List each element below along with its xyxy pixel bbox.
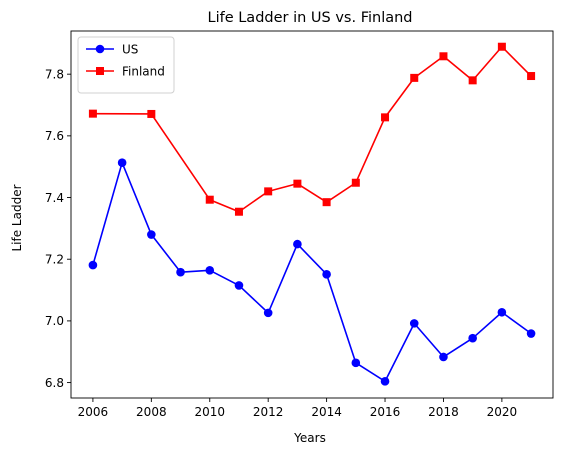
data-point-finland xyxy=(469,76,477,84)
data-point-finland xyxy=(527,72,535,80)
data-point-us xyxy=(176,268,185,277)
data-point-us xyxy=(381,377,390,386)
legend-marker-finland xyxy=(96,67,104,75)
series-line-us xyxy=(93,163,531,382)
data-point-us xyxy=(293,240,302,249)
data-point-finland xyxy=(323,198,331,206)
data-point-finland xyxy=(235,208,243,216)
x-tick-label: 2008 xyxy=(136,405,167,419)
data-point-finland xyxy=(89,110,97,118)
data-point-us xyxy=(147,230,156,239)
x-tick-label: 2012 xyxy=(253,405,284,419)
x-axis-label: Years xyxy=(293,431,326,445)
data-point-us xyxy=(89,261,98,270)
legend: US Finland xyxy=(78,37,174,93)
x-tick-label: 2006 xyxy=(78,405,109,419)
x-tick-label: 2016 xyxy=(370,405,401,419)
y-tick-label: 7.0 xyxy=(45,314,64,328)
y-tick-label: 7.6 xyxy=(45,129,64,143)
data-point-finland xyxy=(498,43,506,51)
data-point-finland xyxy=(293,180,301,188)
chart-title: Life Ladder in US vs. Finland xyxy=(207,10,412,26)
data-point-finland xyxy=(264,187,272,195)
data-point-us xyxy=(352,359,361,368)
y-axis-label: Life Ladder xyxy=(10,184,24,251)
data-point-us xyxy=(410,319,419,328)
y-tick-label: 7.2 xyxy=(45,253,64,267)
data-point-finland xyxy=(206,196,214,204)
data-point-us xyxy=(235,281,244,290)
data-point-us xyxy=(322,270,331,279)
data-point-finland xyxy=(439,52,447,60)
x-tick-label: 2018 xyxy=(428,405,459,419)
data-point-finland xyxy=(352,179,360,187)
x-tick-label: 2020 xyxy=(487,405,518,419)
y-tick-label: 6.8 xyxy=(45,376,64,390)
legend-marker-us xyxy=(96,45,105,54)
data-point-us xyxy=(205,266,214,275)
x-tick-label: 2010 xyxy=(194,405,225,419)
x-tick-label: 2014 xyxy=(311,405,342,419)
plot-area xyxy=(89,43,536,386)
data-point-us xyxy=(498,308,507,317)
data-point-us xyxy=(527,329,536,338)
y-tick-label: 7.4 xyxy=(45,191,64,205)
data-point-finland xyxy=(381,113,389,121)
legend-label-finland: Finland xyxy=(122,64,165,78)
data-point-finland xyxy=(410,74,418,82)
data-point-us xyxy=(264,309,273,318)
data-point-us xyxy=(468,334,477,343)
y-tick-label: 7.8 xyxy=(45,67,64,81)
legend-label-us: US xyxy=(122,42,138,56)
data-point-finland xyxy=(147,110,155,118)
data-point-us xyxy=(118,158,127,167)
data-point-us xyxy=(439,353,448,362)
